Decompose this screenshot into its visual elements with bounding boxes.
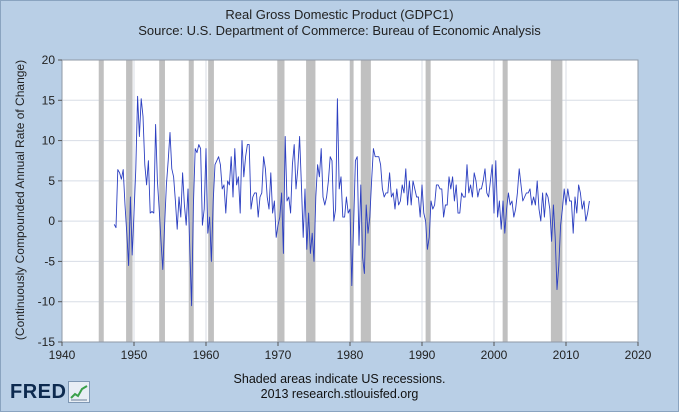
x-tick-label: 1940	[49, 348, 76, 362]
x-tick-label: 1990	[409, 348, 436, 362]
x-tick-label: 2010	[553, 348, 580, 362]
y-axis-label: (Continuously Compounded Annual Rate of …	[13, 60, 27, 340]
y-tick-label: 0	[48, 214, 55, 228]
x-tick-label: 2020	[625, 348, 652, 362]
x-axis-ticks: 1940 1950 1960 1970 1980 1990 2000 2010 2020	[49, 342, 652, 362]
x-tick-label: 1950	[121, 348, 148, 362]
recession-band	[306, 60, 316, 342]
recession-note: Shaded areas indicate US recessions.	[233, 372, 446, 386]
recession-band	[98, 60, 104, 342]
y-tick-label: 20	[42, 53, 56, 67]
recession-band	[425, 60, 431, 342]
recession-band	[502, 60, 508, 342]
recession-band	[188, 60, 194, 342]
recession-band	[350, 60, 354, 342]
y-axis-ticks: -15 -10 -5 0 5 10 15 20	[38, 53, 62, 349]
x-tick-label: 2000	[481, 348, 508, 362]
logo-text: FRED	[10, 380, 67, 403]
y-tick-label: -15	[38, 335, 56, 349]
y-tick-label: 10	[42, 134, 56, 148]
x-tick-label: 1970	[265, 348, 292, 362]
gdp-series-line	[113, 95, 590, 307]
y-tick-label: -5	[44, 254, 55, 268]
recession-band	[360, 60, 371, 342]
recession-band	[159, 60, 165, 342]
y-tick-label: 15	[42, 93, 56, 107]
x-tick-label: 1960	[193, 348, 220, 362]
chart-title: Real Gross Domestic Product (GDPC1)	[225, 7, 454, 22]
y-tick-label: 5	[48, 174, 55, 188]
series-layer	[113, 95, 590, 307]
source-credit: 2013 research.stlouisfed.org	[260, 387, 419, 401]
recession-band	[208, 60, 214, 342]
y-tick-label: -10	[38, 295, 56, 309]
fred-logo[interactable]: FRED	[10, 380, 91, 404]
x-tick-label: 1980	[337, 348, 364, 362]
chart-subtitle: Source: U.S. Department of Commerce: Bur…	[138, 23, 541, 38]
chart-trend-icon	[68, 381, 91, 403]
recession-band	[126, 60, 133, 342]
recession-band	[550, 60, 563, 342]
